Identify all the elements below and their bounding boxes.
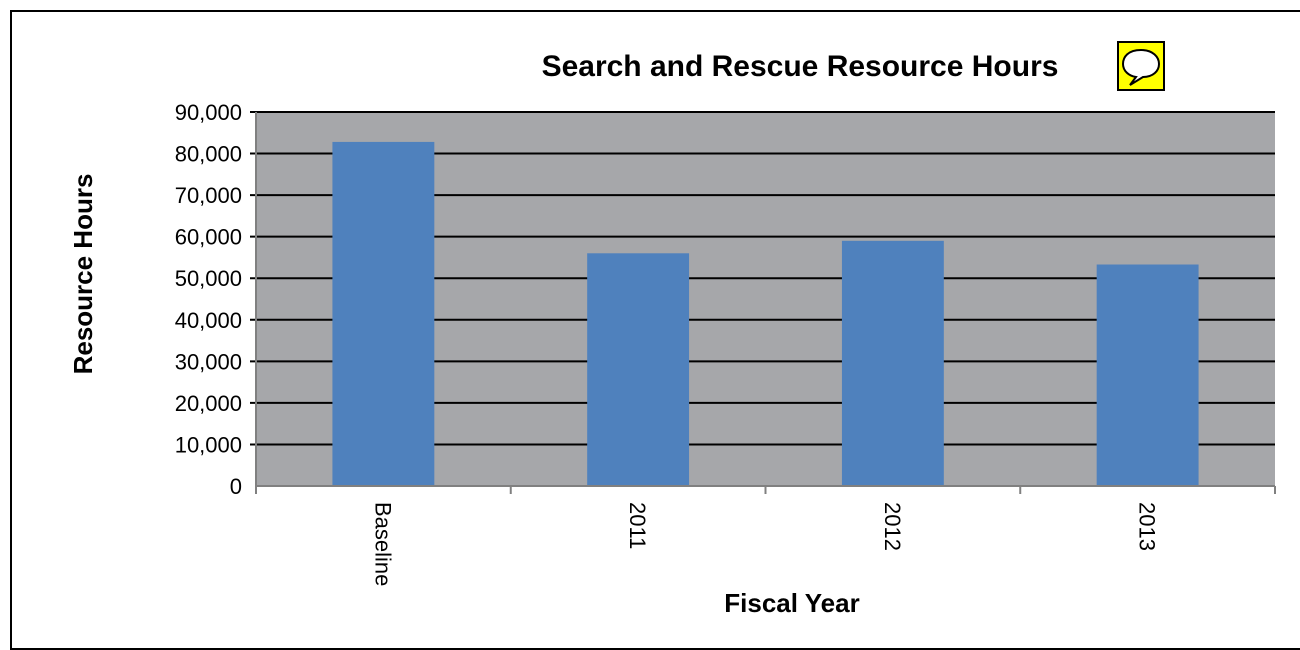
y-tick-label: 60,000 [175, 225, 242, 250]
x-tick-label: Baseline [370, 502, 395, 586]
bar-baseline [332, 141, 435, 487]
x-axis-title: Fiscal Year [724, 588, 859, 618]
bar-2012 [841, 240, 944, 486]
y-tick-label: 20,000 [175, 391, 242, 416]
y-tick-label: 70,000 [175, 183, 242, 208]
bars [332, 141, 1199, 487]
y-tick-label: 80,000 [175, 142, 242, 167]
y-tick-label: 0 [230, 474, 242, 499]
y-tick-label: 30,000 [175, 349, 242, 374]
y-tick-label: 90,000 [175, 100, 242, 125]
speech-bubble-icon[interactable] [1117, 41, 1165, 91]
y-tick-label: 10,000 [175, 432, 242, 457]
chart-title: Search and Rescue Resource Hours [542, 50, 1059, 83]
x-tick-label: 2013 [1135, 502, 1160, 551]
bar-2011 [587, 253, 690, 486]
x-tick-label: 2012 [880, 502, 905, 551]
y-tick-label: 40,000 [175, 308, 242, 333]
y-tick-label: 50,000 [175, 266, 242, 291]
bar-2013 [1096, 264, 1199, 486]
y-axis-title: Resource Hours [68, 174, 98, 375]
x-tick-label: 2011 [625, 502, 650, 549]
x-tick-labels: Baseline 2011 2012 2013 [255, 486, 1276, 586]
y-tick-labels: 0 10,000 20,000 30,000 40,000 50,000 60,000 70,… [175, 100, 242, 499]
